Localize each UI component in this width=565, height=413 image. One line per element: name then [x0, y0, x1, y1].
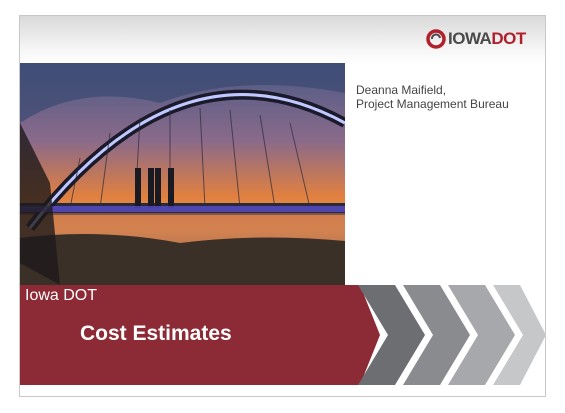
logo-name: IOWA	[448, 29, 492, 48]
logo-swirl	[426, 29, 446, 49]
logo-suffix: DOT	[491, 29, 526, 48]
bridge-photo	[20, 63, 345, 285]
presenter-unit: Project Management Bureau	[356, 97, 509, 111]
logo: IOWA DOT	[426, 28, 526, 50]
header-band	[20, 16, 545, 64]
organization: Iowa DOT	[25, 287, 98, 304]
slide-title: Cost Estimates	[80, 322, 232, 345]
slide-frame	[19, 15, 546, 397]
title-band	[20, 285, 546, 385]
presenter-name: Deanna Maifield,	[356, 83, 447, 97]
